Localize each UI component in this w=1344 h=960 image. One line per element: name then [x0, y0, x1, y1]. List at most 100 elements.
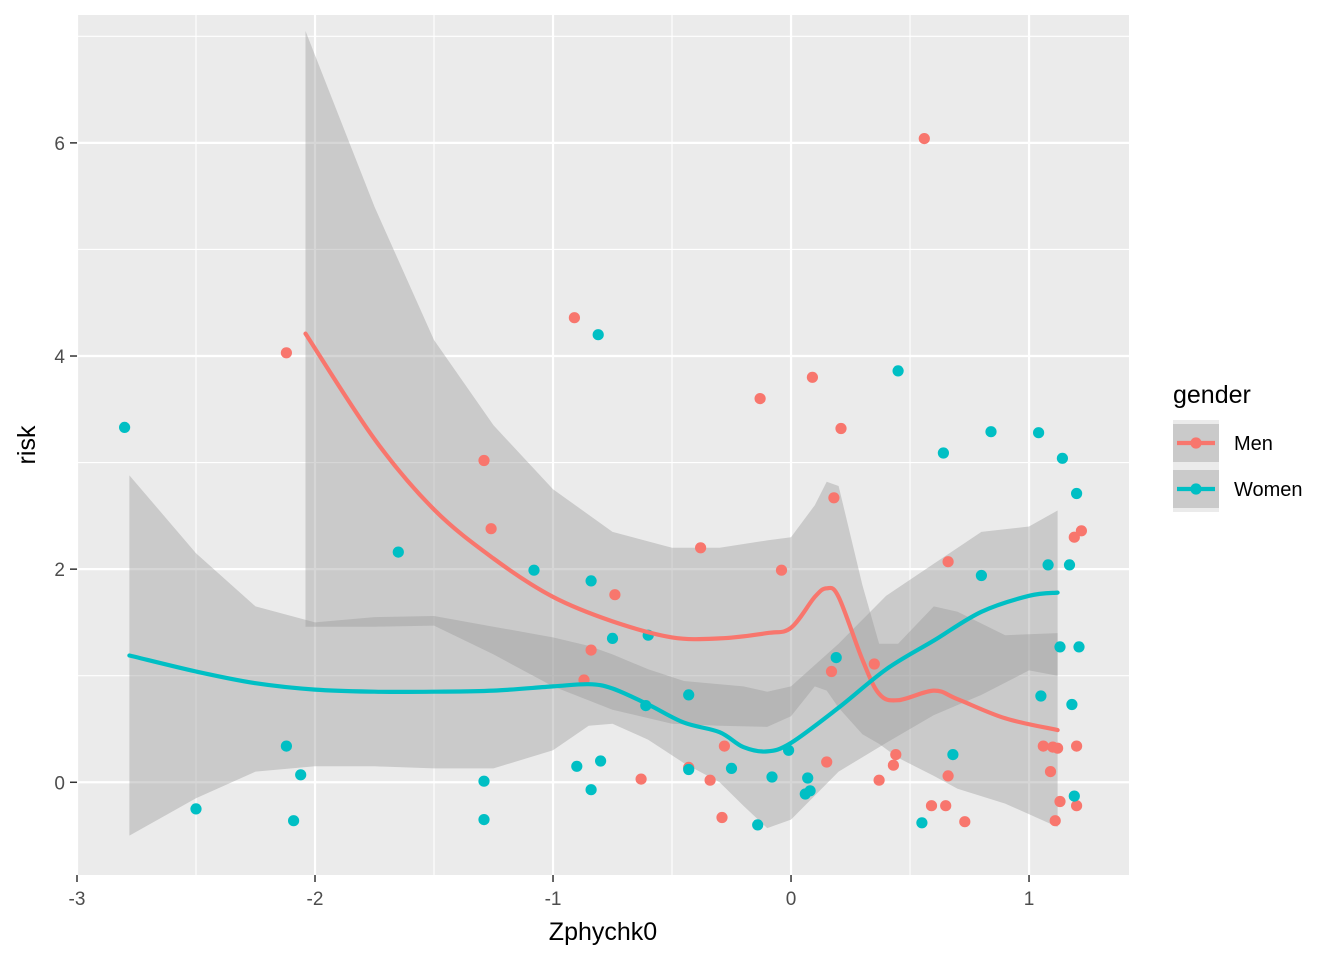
data-point-women	[1071, 487, 1083, 500]
confidence-bands	[129, 31, 1058, 836]
y-tick-label: 6	[54, 134, 65, 155]
data-point-women	[916, 817, 928, 829]
data-point-women	[392, 546, 404, 558]
data-point-women	[1063, 559, 1076, 571]
smooth-line-men	[303, 331, 1060, 733]
data-points	[119, 133, 1087, 831]
data-point-men	[1054, 795, 1066, 808]
data-point-women	[528, 564, 540, 576]
data-point-men	[918, 133, 930, 145]
x-tick-label: 0	[786, 889, 797, 910]
x-tick-label: -1	[545, 889, 562, 910]
data-point-women	[985, 426, 997, 438]
data-point-men	[1075, 525, 1087, 537]
data-point-men	[959, 816, 971, 828]
plot-panel	[77, 15, 1129, 875]
y-tick-label: 4	[54, 347, 65, 368]
x-tick-label: 1	[1024, 889, 1035, 910]
data-point-men	[280, 347, 292, 359]
data-point-men	[940, 800, 952, 812]
data-point-women	[1035, 690, 1047, 702]
data-point-men	[1068, 531, 1080, 543]
data-point-women	[683, 689, 695, 701]
data-point-women	[683, 763, 695, 776]
data-point-women	[937, 447, 950, 459]
data-point-women	[595, 755, 607, 767]
data-point-men	[1049, 815, 1061, 827]
data-point-women	[295, 769, 307, 781]
data-point-men	[1071, 800, 1083, 812]
major-gridlines	[75, 15, 1129, 875]
smooth-line-women	[127, 590, 1060, 754]
data-point-men	[925, 800, 938, 812]
y-tick-label: 0	[54, 773, 65, 794]
data-point-men	[704, 774, 716, 786]
data-point-women	[1033, 427, 1045, 439]
data-point-women	[947, 749, 959, 761]
data-point-men	[890, 749, 902, 761]
x-tick-label: -3	[69, 889, 86, 910]
data-point-women	[1066, 698, 1078, 711]
x-tick-label: -2	[307, 889, 324, 910]
smooth-lines	[127, 331, 1060, 754]
data-point-women	[478, 775, 490, 787]
data-point-men	[609, 589, 621, 601]
axes: -3 -2 -1 0 1 0 2 4 6	[54, 134, 1034, 910]
data-point-men	[821, 756, 833, 768]
confidence-band-women	[129, 475, 1058, 836]
data-point-women	[725, 762, 738, 775]
legend-title: gender	[1173, 381, 1251, 409]
data-point-women	[830, 652, 842, 664]
data-point-men	[873, 774, 885, 786]
legend-key-point	[1190, 483, 1202, 495]
legend: gender Men Women	[1173, 381, 1303, 512]
data-point-women	[288, 815, 300, 827]
data-point-men	[1052, 742, 1064, 754]
data-point-men	[718, 740, 731, 752]
data-point-men	[1071, 740, 1083, 752]
data-point-women	[975, 569, 988, 582]
data-point-women	[892, 365, 904, 377]
legend-label-men: Men	[1234, 433, 1273, 455]
data-point-women	[1056, 452, 1068, 464]
data-point-women	[606, 632, 619, 645]
data-point-women	[1054, 641, 1066, 653]
minor-gridlines	[77, 15, 1149, 890]
data-point-men	[806, 371, 819, 383]
data-point-men	[1037, 740, 1049, 752]
data-point-men	[828, 492, 840, 504]
data-point-men	[585, 644, 597, 656]
confidence-band-men	[305, 31, 1058, 827]
data-point-women	[119, 421, 131, 433]
data-point-women	[585, 784, 597, 796]
data-point-women	[802, 772, 814, 784]
data-point-men	[942, 556, 954, 568]
data-point-women	[752, 819, 764, 831]
x-axis-title: Zphychk0	[549, 918, 657, 946]
data-point-men	[835, 422, 847, 435]
data-point-women	[804, 785, 816, 797]
data-point-women	[280, 740, 292, 752]
data-point-women	[1068, 790, 1080, 802]
data-point-men	[695, 542, 707, 554]
y-axis-title: risk	[13, 425, 41, 464]
data-point-women	[766, 771, 778, 783]
y-tick-label: 2	[54, 560, 65, 581]
data-point-men	[887, 759, 900, 771]
data-point-women	[478, 814, 490, 826]
data-point-men	[568, 312, 581, 324]
data-point-women	[1073, 641, 1085, 653]
data-point-men	[825, 665, 838, 678]
legend-key-point	[1190, 437, 1202, 449]
data-point-women	[592, 329, 604, 341]
data-point-men	[635, 773, 647, 785]
data-point-women	[190, 803, 202, 815]
data-point-men	[485, 523, 497, 535]
data-point-men	[754, 393, 766, 405]
data-point-men	[868, 658, 880, 670]
data-point-men	[478, 454, 490, 467]
data-point-women	[585, 575, 597, 587]
data-point-men	[716, 811, 728, 824]
data-point-women	[1042, 559, 1054, 571]
